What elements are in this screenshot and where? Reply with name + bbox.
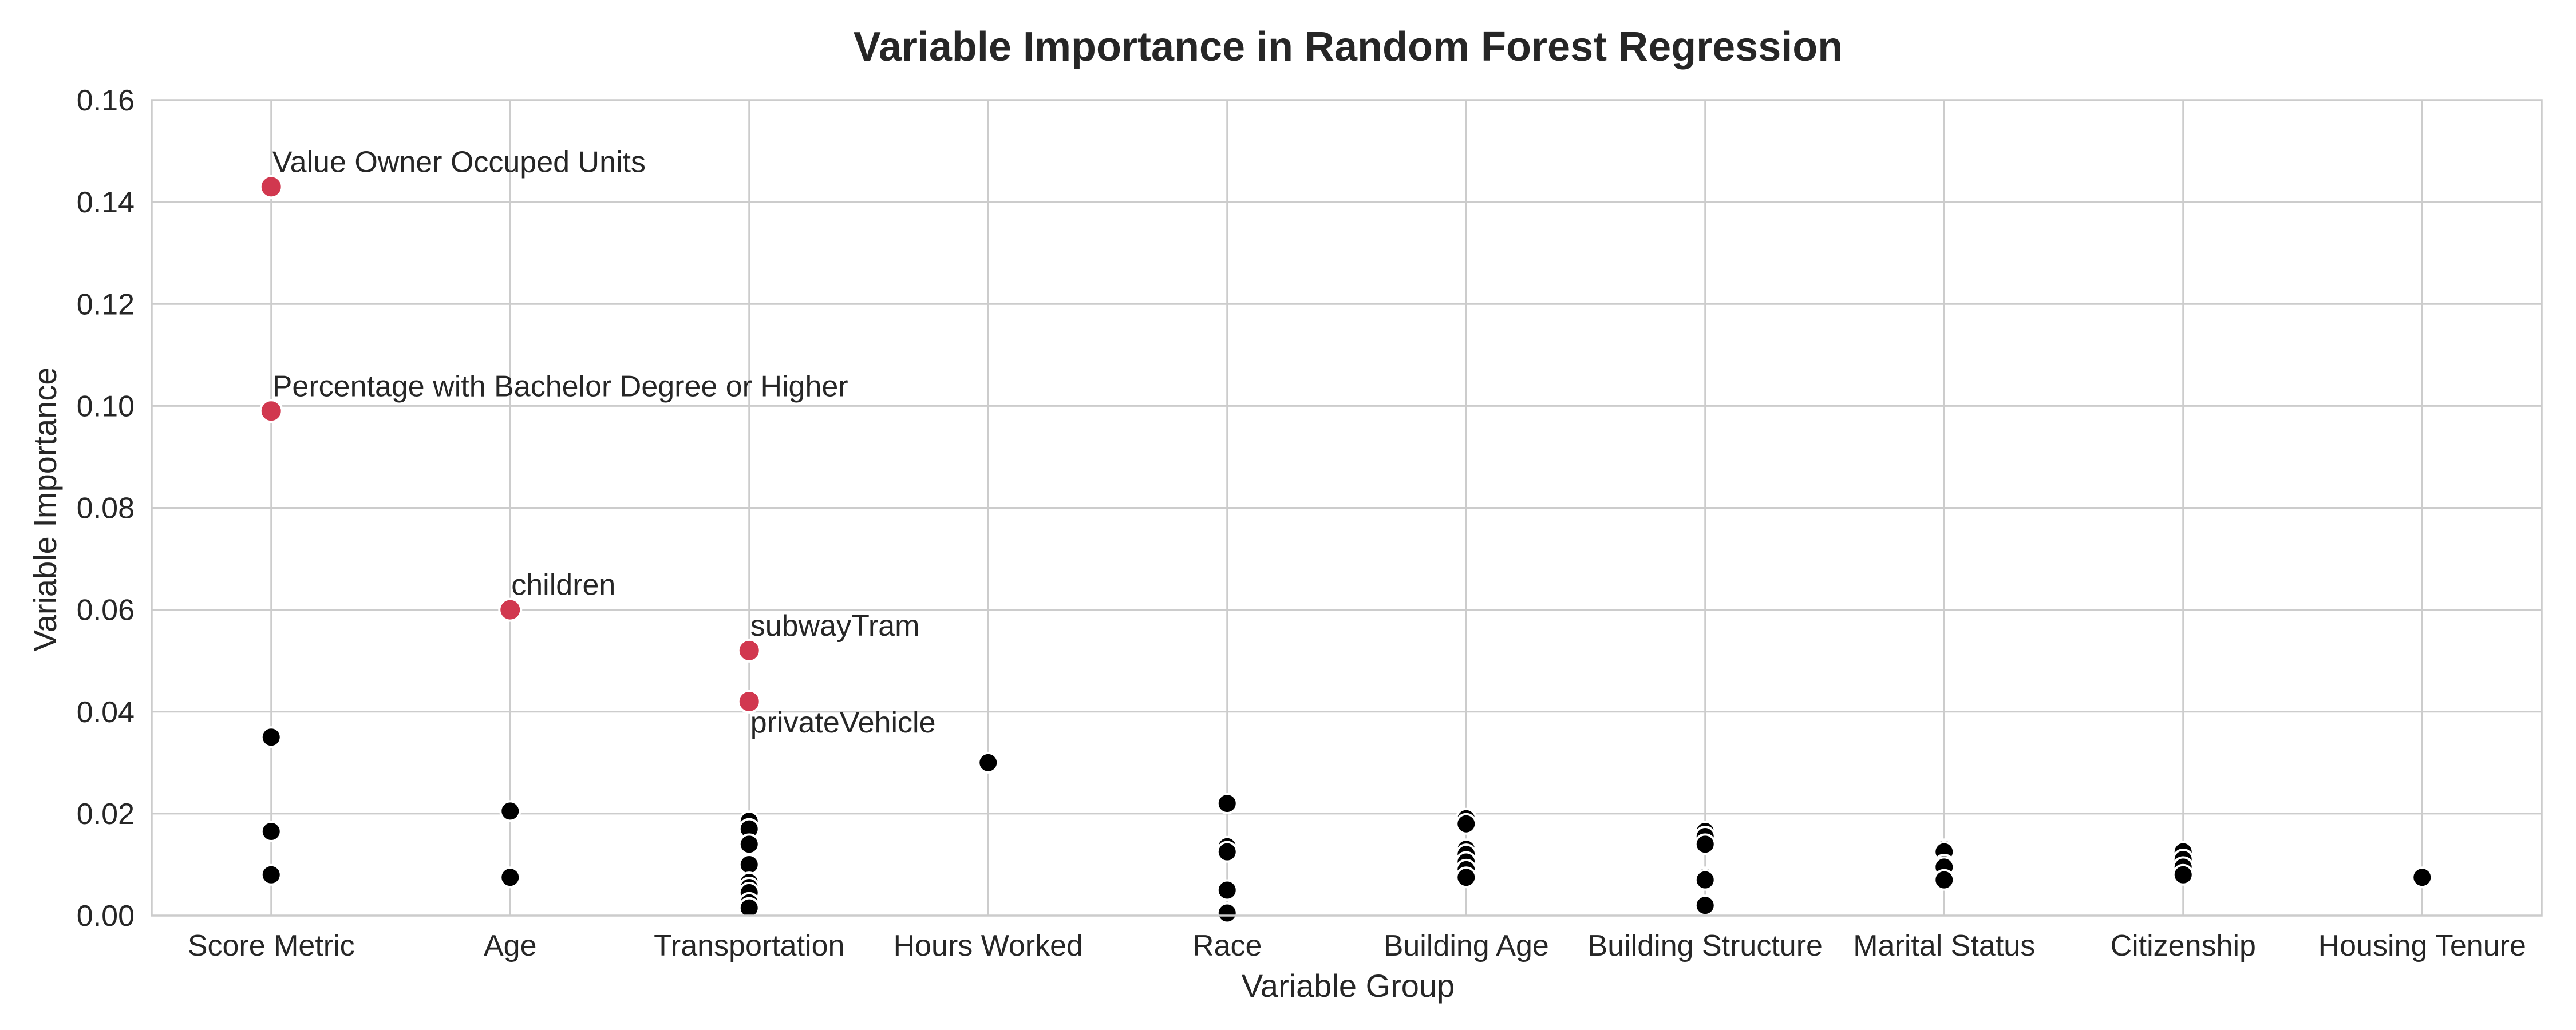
highlighted-point [737,638,761,663]
data-point [260,863,282,886]
x-tick-label: Transportation [654,929,844,962]
highlighted-point [737,689,761,714]
point-annotation: privateVehicle [750,706,936,739]
y-tick-label: 0.00 [77,900,135,933]
data-point [1455,813,1477,835]
highlighted-point [259,175,283,199]
chart-title: Variable Importance in Random Forest Reg… [854,24,1843,70]
data-point [1216,793,1238,815]
x-tick-label: Hours Worked [894,929,1083,962]
y-tick-label: 0.10 [77,390,135,423]
x-tick-label: Score Metric [188,929,355,962]
annotations: Value Owner Occuped Units Percentage with… [272,145,936,739]
data-point [977,751,999,774]
x-tick-label: Building Structure [1588,929,1823,962]
highlighted-point [498,597,523,622]
point-annotation: subwayTram [750,609,920,643]
x-tick-label: Housing Tenure [2318,929,2526,962]
data-point [1694,869,1716,891]
y-tick-label: 0.06 [77,594,135,627]
x-tick-label: Building Age [1384,929,1549,962]
data-point [260,821,282,843]
data-point [2411,866,2433,889]
data-point [738,833,760,855]
data-point [1933,869,1955,891]
data-point [1455,866,1477,889]
x-tick-label: Age [484,929,537,962]
data-point [1694,894,1716,917]
x-tick-label: Citizenship [2111,929,2256,962]
y-axis-label: Variable Importance [27,367,63,652]
plot-frame [151,99,2543,917]
y-tick-labels: 0.00 0.02 0.04 0.06 0.08 0.10 0.12 0.14 0.16 [77,84,135,933]
y-tick-label: 0.16 [77,84,135,117]
data-point [1216,841,1238,863]
data-point [738,853,760,876]
y-tick-label: 0.04 [77,696,135,729]
point-annotation: children [511,569,615,602]
point-annotation: Percentage with Bachelor Degree or Highe… [272,370,848,403]
grid [152,99,2542,917]
point-annotation: Value Owner Occuped Units [272,145,646,179]
y-tick-label: 0.12 [77,288,135,321]
y-tick-label: 0.08 [77,492,135,525]
data-point [2172,863,2194,886]
data-point [1216,879,1238,901]
data-point [499,800,521,822]
data-point [1216,902,1238,924]
x-tick-label: Race [1192,929,1262,962]
x-axis-label: Variable Group [1242,968,1455,1004]
data-points [259,175,2433,924]
data-point [499,866,521,889]
data-point [1694,833,1716,855]
x-tick-label: Marital Status [1853,929,2035,962]
data-point [260,726,282,748]
data-point [738,897,760,919]
x-tick-labels: Score Metric Age Transportation Hours Worke… [188,929,2526,962]
y-tick-label: 0.02 [77,798,135,831]
y-tick-label: 0.14 [77,186,135,219]
highlighted-point [259,399,283,423]
